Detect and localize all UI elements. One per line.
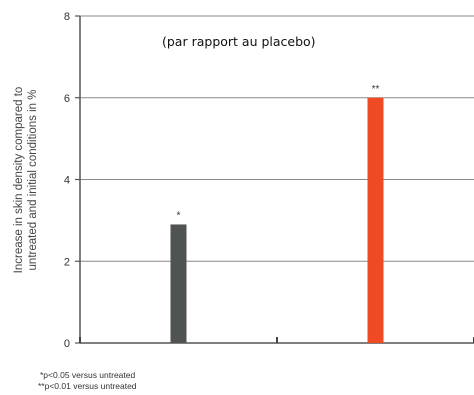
y-tick-label: 6	[64, 93, 70, 105]
y-tick-label: 4	[64, 175, 70, 187]
bar-1	[170, 224, 187, 343]
x-tick-marks	[79, 337, 474, 343]
significance-marker-2: **	[372, 84, 380, 95]
significance-marker-1: *	[177, 210, 181, 221]
y-axis-label-line2: untreated and initial conditions in %	[27, 90, 39, 271]
significance-markers: ***	[177, 84, 380, 222]
chart-subtitle: (par rapport au placebo)	[162, 34, 316, 49]
y-tick-label: 2	[64, 256, 70, 268]
y-axis-label-line1: Increase in skin density compared to	[13, 87, 25, 274]
bar-2	[367, 97, 384, 343]
y-tick-label: 0	[64, 338, 70, 350]
y-tick-label: 8	[64, 11, 70, 23]
bars	[170, 97, 384, 343]
gridlines	[80, 15, 474, 262]
footnote-1: *p<0.05 versus untreated	[40, 370, 135, 380]
y-tick-labels: 0 2 4 6 8	[64, 11, 80, 350]
footnote-2: **p<0.01 versus untreated	[38, 381, 137, 391]
